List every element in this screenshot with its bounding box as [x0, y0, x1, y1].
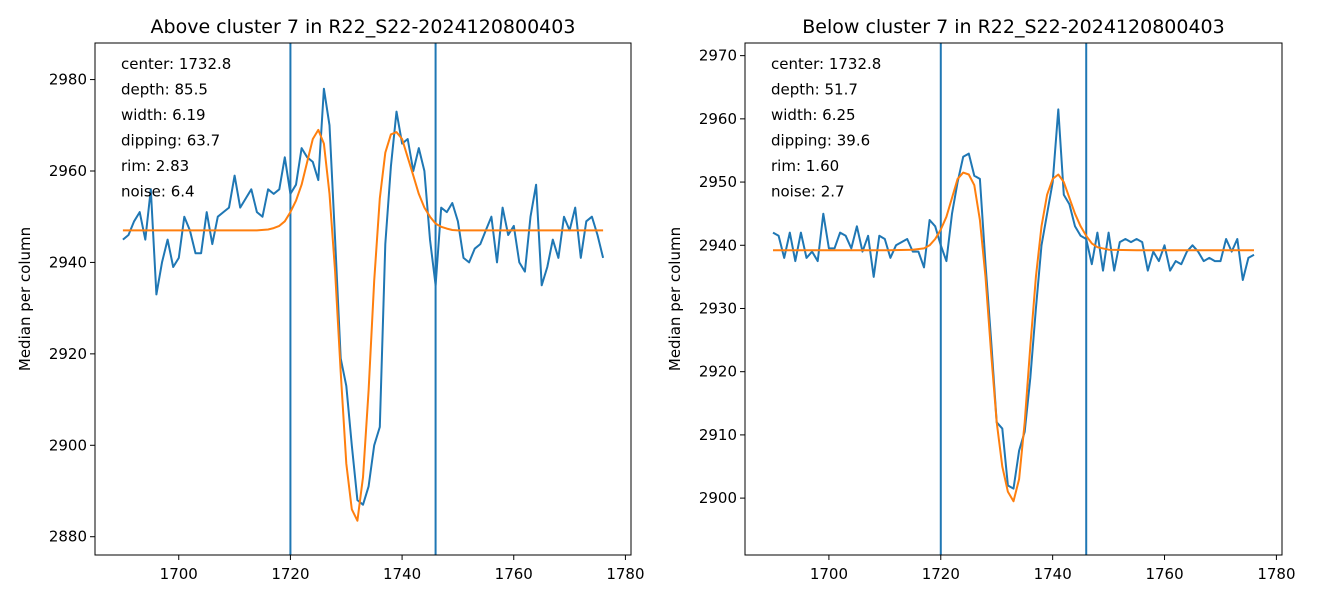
stat-annotation: dipping: 39.6 — [771, 132, 870, 150]
y-tick-label: 2920 — [49, 345, 87, 363]
y-tick-label: 2960 — [699, 110, 737, 128]
x-tick-label: 1740 — [1034, 565, 1072, 583]
x-tick-label: 1780 — [1257, 565, 1295, 583]
y-tick-label: 2970 — [699, 47, 737, 65]
x-tick-label: 1700 — [160, 565, 198, 583]
y-tick-label: 2940 — [49, 253, 87, 271]
chart-title: Below cluster 7 in R22_S22-2024120800403 — [802, 16, 1224, 38]
stat-annotation: depth: 51.7 — [771, 81, 858, 99]
axes-frame — [744, 42, 1283, 556]
x-tick-label: 1720 — [922, 565, 960, 583]
x-tick-label: 1700 — [810, 565, 848, 583]
x-tick-label: 1760 — [495, 565, 533, 583]
y-tick-label: 2900 — [699, 489, 737, 507]
fit-series-line — [122, 128, 604, 522]
stat-annotation: width: 6.19 — [121, 106, 206, 124]
y-axis-label: Median per column — [666, 227, 684, 371]
y-tick-label: 2930 — [699, 299, 737, 317]
stat-annotation: depth: 85.5 — [121, 81, 208, 99]
x-tick-label: 1740 — [383, 565, 421, 583]
chart-title: Above cluster 7 in R22_S22-2024120800403 — [151, 16, 576, 38]
y-tick-label: 2900 — [49, 436, 87, 454]
stat-annotation: rim: 1.60 — [771, 157, 839, 175]
stat-annotation: center: 1732.8 — [121, 55, 231, 73]
stat-annotation: rim: 2.83 — [121, 157, 189, 175]
y-tick-label: 2920 — [699, 363, 737, 381]
y-tick-label: 2960 — [49, 162, 87, 180]
y-tick-label: 2880 — [49, 528, 87, 546]
y-tick-label: 2950 — [699, 173, 737, 191]
stat-annotation: noise: 6.4 — [121, 183, 195, 201]
y-tick-label: 2940 — [699, 236, 737, 254]
stat-annotation: noise: 2.7 — [771, 183, 845, 201]
x-tick-label: 1780 — [606, 565, 644, 583]
y-axis-label: Median per column — [16, 227, 34, 371]
fit-series-line — [773, 171, 1254, 503]
chart-panel-above: 1700 1720 1740 1760 1780 2880 2900 2920 2940 2960… — [16, 16, 645, 583]
chart-panel-below: 1700 1720 1740 1760 1780 2900 2910 2920 2930 2940… — [666, 16, 1296, 583]
stat-annotation: center: 1732.8 — [771, 55, 881, 73]
stat-annotation: width: 6.25 — [771, 106, 856, 124]
stat-annotation: dipping: 63.7 — [121, 132, 220, 150]
y-tick-label: 2910 — [699, 426, 737, 444]
x-tick-label: 1760 — [1145, 565, 1183, 583]
axes-frame — [94, 42, 632, 556]
data-series-line — [772, 108, 1255, 490]
y-tick-label: 2980 — [49, 71, 87, 89]
data-series-line — [122, 87, 605, 506]
x-tick-label: 1720 — [271, 565, 309, 583]
